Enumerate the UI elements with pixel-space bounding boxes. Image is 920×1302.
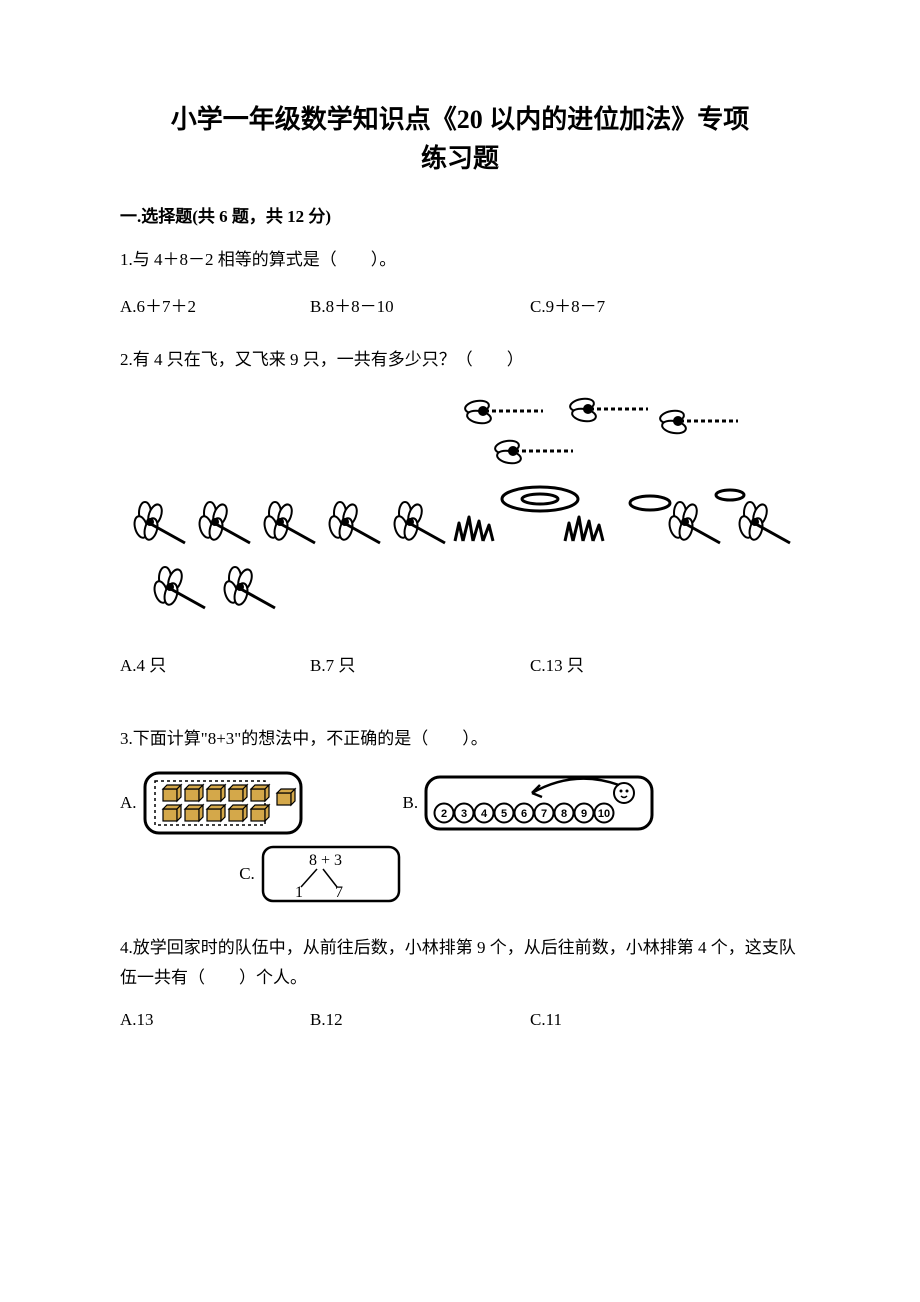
q3-row-c: C. 8 + 3 1 7 <box>120 845 520 903</box>
q2-opt-b: B.7 只 <box>310 651 530 676</box>
svg-text:2: 2 <box>441 808 447 820</box>
q1-opt-a: A.6＋7＋2 <box>120 292 310 317</box>
svg-text:8 + 3: 8 + 3 <box>309 852 342 869</box>
q2-options: A.4 只 B.7 只 C.13 只 <box>120 651 800 676</box>
q3-label-c: C. <box>239 864 255 884</box>
svg-text:7: 7 <box>335 884 343 901</box>
q4-opt-a: A.13 <box>120 1010 310 1030</box>
svg-text:1: 1 <box>295 884 303 901</box>
q3-label-a: A. <box>120 793 137 813</box>
q3-img-c: 8 + 3 1 7 <box>261 845 401 903</box>
q1-options: A.6＋7＋2 B.8＋8－10 C.9＋8－7 <box>120 292 800 317</box>
svg-text:4: 4 <box>481 808 488 820</box>
q2-opt-c: C.13 只 <box>530 651 584 676</box>
svg-text:9: 9 <box>581 808 587 820</box>
section-header: 一.选择题(共 6 题，共 12 分) <box>120 202 800 227</box>
q3-img-b: 2 3 4 5 6 7 8 9 10 <box>424 775 654 831</box>
page-title: 小学一年级数学知识点《20 以内的进位加法》专项 练习题 <box>120 100 800 178</box>
q2-image <box>120 391 800 621</box>
q3-img-a <box>143 771 303 835</box>
q3-row-ab: A. B. 2 3 4 5 6 7 8 9 10 <box>120 771 800 835</box>
svg-text:10: 10 <box>598 808 610 820</box>
svg-text:7: 7 <box>541 808 547 820</box>
q3-label-b: B. <box>403 793 419 813</box>
svg-text:5: 5 <box>501 808 507 820</box>
title-line-1: 小学一年级数学知识点《20 以内的进位加法》专项 <box>171 105 750 134</box>
svg-text:8: 8 <box>561 808 567 820</box>
svg-text:6: 6 <box>521 808 527 820</box>
q3-text: 3.下面计算"8+3"的想法中，不正确的是（ ）。 <box>120 724 800 755</box>
q4-options: A.13 B.12 C.11 <box>120 1010 800 1030</box>
q4-opt-c: C.11 <box>530 1010 562 1030</box>
q2-text: 2.有 4 只在飞，又飞来 9 只，一共有多少只？（ ） <box>120 345 800 376</box>
q1-opt-b: B.8＋8－10 <box>310 292 530 317</box>
q1-opt-c: C.9＋8－7 <box>530 292 605 317</box>
q4-opt-b: B.12 <box>310 1010 530 1030</box>
q2-opt-a: A.4 只 <box>120 651 310 676</box>
svg-text:3: 3 <box>461 808 467 820</box>
q1-text: 1.与 4＋8－2 相等的算式是（ ）。 <box>120 245 800 276</box>
title-line-2: 练习题 <box>421 144 499 173</box>
q4-text: 4.放学回家时的队伍中，从前往后数，小林排第 9 个，从后往前数，小林排第 4 … <box>120 933 800 994</box>
